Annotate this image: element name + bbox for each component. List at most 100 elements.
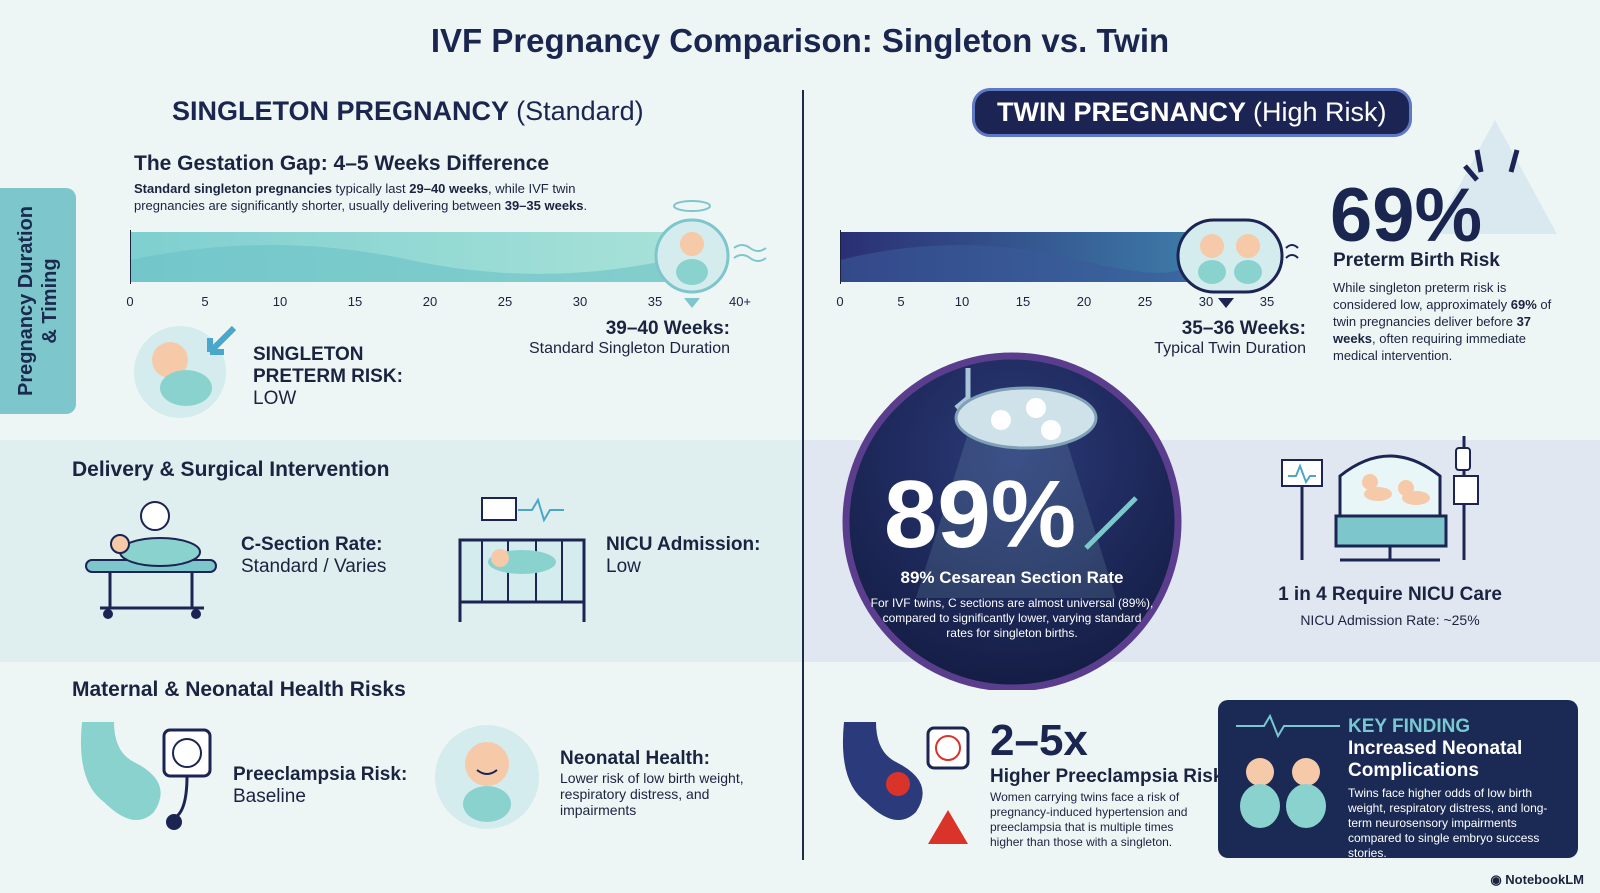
marker-arrow-icon (684, 298, 700, 308)
twin-callout-title: 35–36 Weeks: (1181, 318, 1306, 339)
csection-value: Standard / Varies (241, 556, 387, 577)
cesarean-circle (842, 352, 1182, 690)
halo-icon (673, 200, 711, 212)
pre-twin-text: Women carrying twins face a risk of preg… (990, 790, 1188, 849)
nicu-twin-block: 1 in 4 Require NICU Care NICU Admission … (1260, 584, 1520, 628)
crib-icon (458, 497, 586, 622)
twin-marker-arrow-icon (1218, 298, 1234, 308)
twin-header: TWIN PREGNANCY (High Risk) (972, 88, 1412, 137)
preterm-text-d: 37 weeks (1333, 314, 1532, 346)
singleton-preterm: SINGLETON PRETERM RISK: LOW (253, 344, 403, 410)
key-finding-title2: Complications (1348, 760, 1479, 781)
singleton-ticks: 0 5 10 15 20 25 30 35 40+ (126, 294, 752, 312)
neonatal-text: Lower risk of low birth weight, respirat… (560, 770, 744, 818)
tick-30: 30 (572, 294, 588, 309)
twin-header-light: (High Risk) (1253, 97, 1387, 127)
preeclampsia-label: Preeclampsia Risk: (233, 764, 408, 785)
twin-header-bold: TWIN PREGNANCY (997, 97, 1246, 127)
brand-mark: ◉ NotebookLM (1490, 872, 1584, 888)
preterm-text-a: While singleton preterm risk is consider… (1333, 280, 1511, 312)
page-title: IVF Pregnancy Comparison: Singleton vs. … (430, 22, 1170, 59)
pre-twin-big: 2–5x (990, 716, 1088, 765)
gestation-text-a: Standard singleton pregnancies (134, 181, 332, 196)
pre-twin-title: Higher Preeclampsia Risk (990, 766, 1224, 787)
side-tab-label: Pregnancy Duration & Timing (14, 206, 62, 396)
nicu-label: NICU Admission: (606, 534, 761, 555)
delivery-heading: Delivery & Surgical Intervention (72, 458, 390, 481)
tick-25: 25 (497, 294, 513, 309)
singleton-callout-title: 39–40 Weeks: (605, 318, 730, 339)
singleton-header: SINGLETON PREGNANCY (Standard) (172, 96, 644, 127)
singleton-header-light: (Standard) (516, 96, 644, 126)
key-finding-tag: KEY FINDING (1348, 716, 1471, 737)
preterm-title: Preterm Birth Risk (1333, 250, 1500, 271)
csection-bed-icon (85, 501, 217, 619)
singleton-timeline (130, 200, 767, 308)
gestation-title: The Gestation Gap: 4–5 Weeks Difference (134, 152, 550, 175)
happy-baby-icon (435, 725, 539, 829)
singleton-preterm-line2: PRETERM RISK: (253, 366, 403, 387)
gestation-text-e: 39–35 weeks (504, 198, 584, 213)
key-finding-text-block: KEY FINDING Increased Neonatal Complicat… (1348, 716, 1568, 861)
pregnant-warning-icon (842, 722, 970, 844)
nicu-twin-title: 1 in 4 Require NICU Care (1278, 584, 1502, 605)
preterm-text-b: 69% (1510, 297, 1537, 312)
side-tab: Pregnancy Duration & Timing (0, 188, 76, 414)
singleton-wave (130, 245, 690, 282)
gestation-text-b: typically last (331, 181, 410, 196)
twin-wave (840, 245, 1191, 282)
side-tab-line1: Pregnancy Duration (15, 205, 37, 397)
neonatal-label: Neonatal Health: (560, 748, 710, 769)
preeclampsia-value: Baseline (233, 786, 306, 807)
tick-15: 15 (347, 294, 363, 309)
tick-0: 0 (126, 294, 134, 309)
twin-tick-5: 5 (897, 294, 905, 309)
preeclampsia-info: Preeclampsia Risk: Baseline (233, 764, 407, 808)
twin-timeline (840, 218, 1299, 308)
csection-info: C-Section Rate: Standard / Varies (241, 534, 386, 578)
nicu-value: Low (606, 556, 641, 577)
singleton-callout: 39–40 Weeks: Standard Singleton Duration (520, 318, 730, 358)
nicu-twin-text: NICU Admission Rate: ~25% (1300, 612, 1480, 628)
twin-swaddle-1-icon (1198, 260, 1226, 284)
center-divider (802, 90, 804, 860)
twin-tick-20: 20 (1076, 294, 1092, 309)
twin-ticks: 0 5 10 15 20 25 30 35 (836, 294, 1280, 312)
preterm-big: 69% (1330, 173, 1483, 258)
key-finding-card (1218, 700, 1578, 858)
cesarean-text-block: 89% Cesarean Section Rate For IVF twins,… (870, 568, 1154, 641)
cesarean-big: 89% (884, 461, 1077, 568)
twin-tick-15: 15 (1015, 294, 1031, 309)
pregnant-bp-icon (80, 722, 212, 830)
cesarean-text: For IVF twins, C sections are almost uni… (870, 596, 1154, 640)
wave-lines-icon (733, 244, 767, 262)
key-finding-title1: Increased Neonatal (1348, 738, 1523, 759)
side-tab-line2: & Timing (39, 258, 61, 344)
preterm-text: While singleton preterm risk is consider… (1333, 279, 1563, 364)
twin-face-2-icon (1236, 234, 1260, 258)
cesarean-title: 89% Cesarean Section Rate (900, 568, 1124, 587)
twin-callout: 35–36 Weeks: Typical Twin Duration (1100, 318, 1306, 358)
neonatal-info: Neonatal Health: Lower risk of low birth… (560, 748, 770, 818)
tick-20: 20 (422, 294, 438, 309)
twin-wave-lines-icon (1285, 244, 1299, 259)
tick-10: 10 (272, 294, 288, 309)
twin-swaddle-2-icon (1234, 260, 1262, 284)
baby-face-icon (680, 232, 704, 256)
maternal-heading: Maternal & Neonatal Health Risks (72, 678, 406, 701)
preterm-text-c: of twin pregnancies deliver before (1333, 297, 1552, 329)
tick-40plus: 40+ (728, 294, 752, 309)
twin-tick-10: 10 (954, 294, 970, 309)
twin-tick-35: 35 (1259, 294, 1275, 309)
warning-triangle-icon (1433, 120, 1557, 234)
tick-35: 35 (647, 294, 663, 309)
brand-text: NotebookLM (1505, 872, 1584, 887)
gestation-text-c: 29–40 weeks (409, 181, 489, 196)
twins-badge (1176, 218, 1284, 294)
twin-face-1-icon (1200, 234, 1224, 258)
gestation-text-f: . (583, 198, 588, 213)
singleton-callout-text: Standard Singleton Duration (528, 340, 730, 357)
twin-tick-30: 30 (1198, 294, 1214, 309)
singleton-preterm-line1: SINGLETON (253, 344, 364, 365)
twin-tick-0: 0 (836, 294, 844, 309)
